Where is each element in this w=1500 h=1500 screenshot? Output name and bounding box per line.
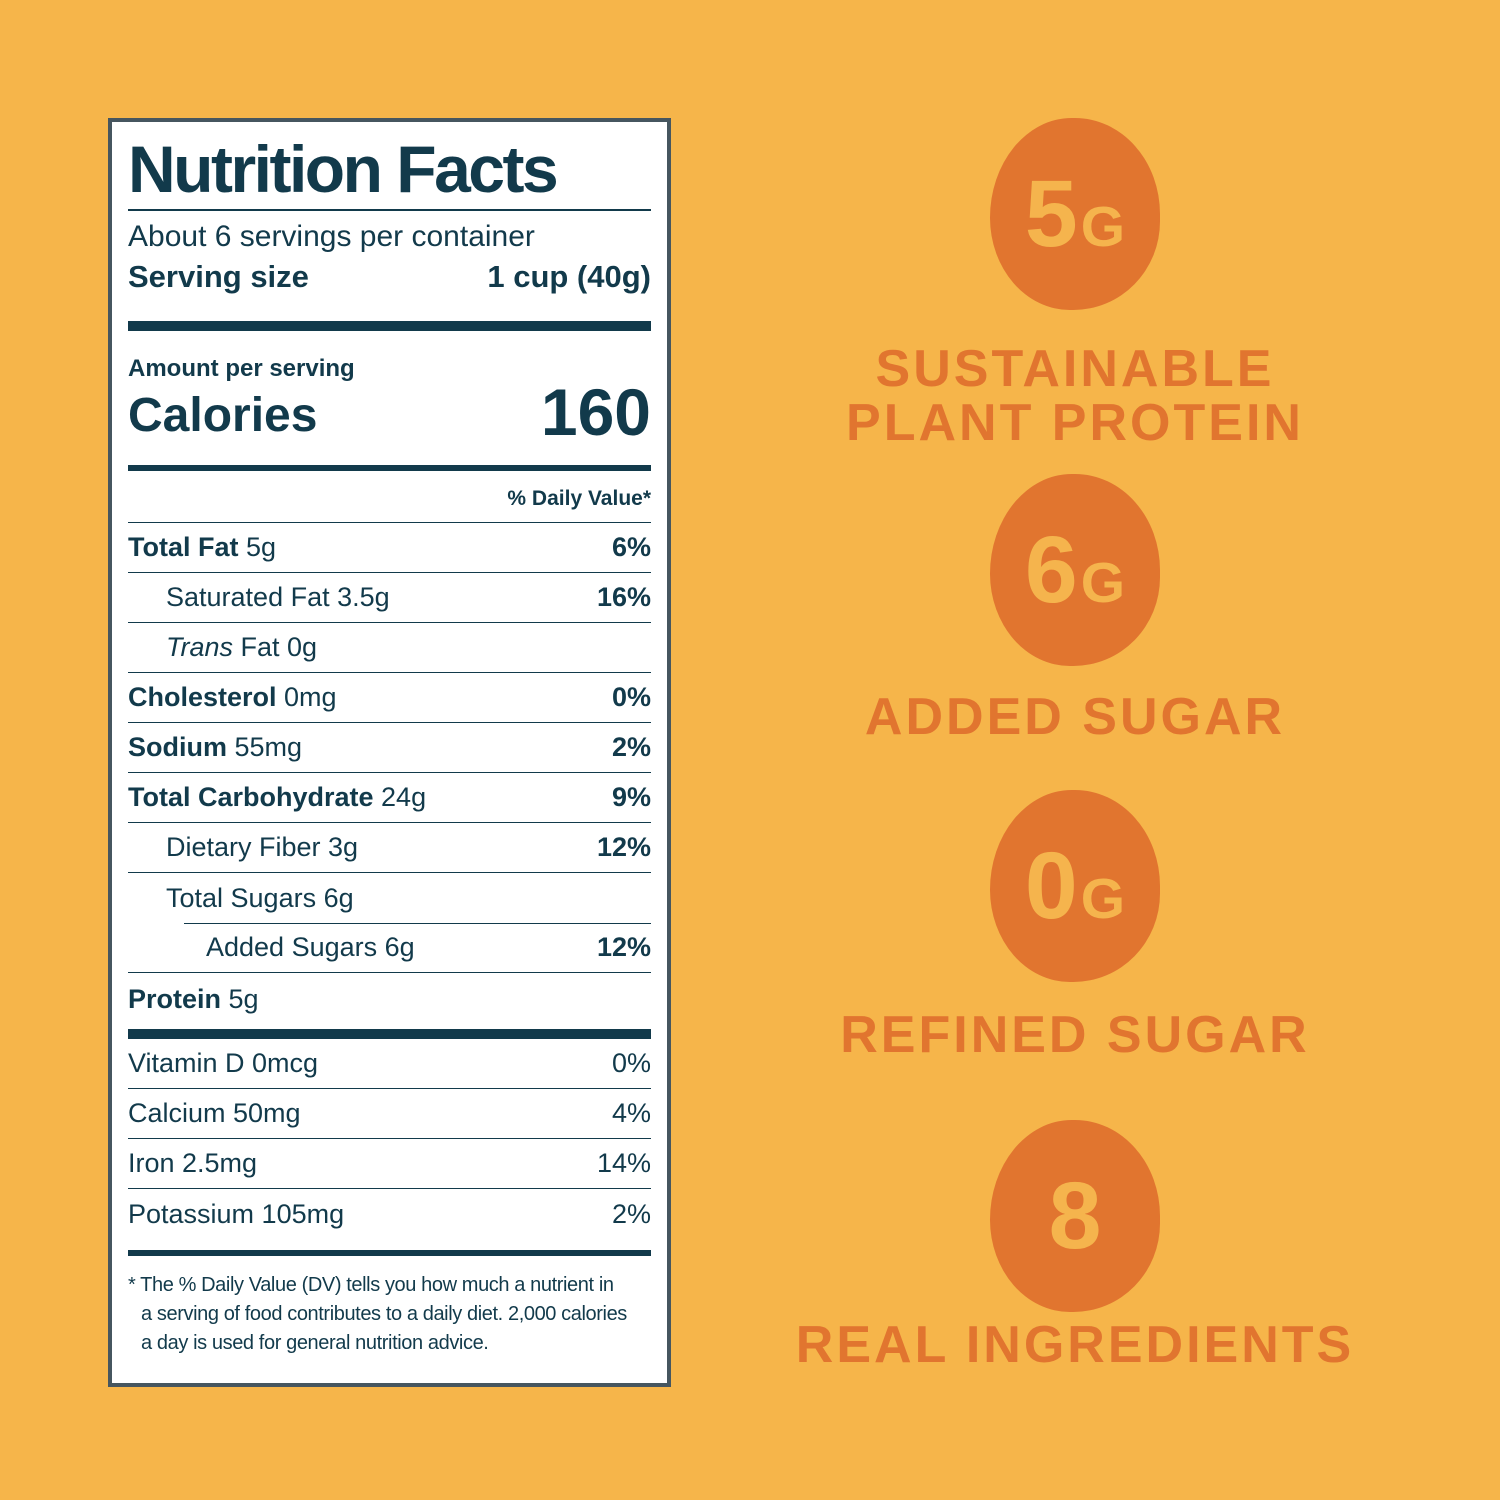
highlight-unit: G	[1080, 866, 1126, 931]
daily-value-header: % Daily Value*	[128, 471, 651, 524]
medium-divider	[128, 1250, 651, 1257]
nutrition-facts-panel: Nutrition Facts About 6 servings per con…	[108, 118, 671, 1387]
vitamin-row-vitamin-d: Vitamin D 0mcg 0%	[128, 1039, 651, 1090]
vitamin-row-calcium: Calcium 50mg 4%	[128, 1089, 651, 1140]
highlight-amount: 0	[1024, 832, 1078, 939]
highlight-caption: REFINED SUGAR	[840, 1006, 1310, 1064]
nutrition-facts-title: Nutrition Facts	[128, 132, 559, 206]
highlight-amount: 6	[1024, 516, 1078, 623]
highlight-unit: G	[1080, 550, 1126, 615]
serving-size-label: Serving size	[128, 259, 309, 294]
highlight-caption: ADDED SUGAR	[864, 688, 1286, 746]
vitamin-row-iron: Iron 2.5mg 14%	[128, 1139, 651, 1190]
daily-value-percent: 12%	[596, 832, 651, 863]
daily-value-percent: 16%	[596, 582, 651, 613]
nutrient-row-protein: Protein 5g	[128, 983, 259, 1014]
serving-size-value: 1 cup (40g)	[487, 259, 651, 294]
thick-divider	[128, 1029, 651, 1040]
thick-divider	[128, 321, 651, 332]
daily-value-percent: 2%	[611, 732, 651, 763]
daily-value-percent: 12%	[596, 932, 651, 963]
highlight-amount: 8	[1048, 1162, 1102, 1269]
highlight-circle-icon: 5 G	[990, 118, 1160, 310]
highlight-circle-icon: 6 G	[989, 474, 1160, 666]
calories-value: 160	[540, 375, 651, 450]
title-divider	[128, 209, 651, 211]
nutrient-rows: Total Fat 5g 6% Saturated Fat 3.5g 16% T…	[128, 523, 651, 1025]
daily-value-footnote: * The % Daily Value (DV) tells you how m…	[128, 1274, 627, 1355]
highlight-unit: G	[1080, 194, 1126, 259]
nutrient-row-trans-fat: Trans Fat 0g	[128, 623, 651, 674]
nutrient-row-cholesterol: Cholesterol 0mg 0%	[128, 673, 651, 724]
vitamin-rows: Vitamin D 0mcg 0% Calcium 50mg 4% Iron 2…	[128, 1039, 651, 1239]
amount-per-serving-label: Amount per serving	[128, 355, 355, 383]
highlight-amount: 5	[1024, 160, 1078, 267]
daily-value-percent: 0%	[611, 1048, 651, 1079]
nutrient-row-total-fat: Total Fat 5g 6%	[128, 523, 651, 574]
nutrition-highlights: 5 G SUSTAINABLE PLANT PROTEIN 6 G ADDED …	[775, 118, 1375, 1372]
daily-value-percent: 14%	[596, 1148, 651, 1179]
highlight-plant-protein: 5 G SUSTAINABLE PLANT PROTEIN	[846, 118, 1304, 450]
daily-value-percent: 9%	[611, 782, 651, 813]
daily-value-percent: 2%	[611, 1198, 651, 1229]
daily-value-percent: 0%	[611, 682, 651, 713]
highlight-circle-icon: 8	[990, 1120, 1160, 1312]
vitamin-row-potassium: Potassium 105mg 2%	[128, 1198, 651, 1229]
highlight-real-ingredients: 8 REAL INGREDIENTS	[796, 1120, 1354, 1372]
calories-row: Calories 160	[128, 375, 651, 450]
nutrient-row-total-sugars: Total Sugars 6g	[166, 882, 354, 913]
highlight-circle-icon: 0 G	[989, 790, 1160, 982]
servings-per-container: About 6 servings per container	[128, 220, 535, 253]
daily-value-percent: 4%	[611, 1098, 651, 1129]
serving-size-row: Serving size 1 cup (40g)	[128, 259, 651, 294]
highlight-refined-sugar: 0 G REFINED SUGAR	[840, 790, 1309, 1062]
medium-divider	[128, 465, 651, 472]
nutrient-row-sodium: Sodium 55mg 2%	[128, 723, 651, 774]
daily-value-percent: 6%	[611, 532, 651, 563]
highlight-caption: REAL INGREDIENTS	[795, 1316, 1355, 1374]
nutrient-row-dietary-fiber: Dietary Fiber 3g 12%	[128, 823, 651, 874]
nutrient-row-saturated-fat: Saturated Fat 3.5g 16%	[128, 573, 651, 624]
calories-label: Calories	[128, 388, 318, 442]
nutrient-row-total-carbohydrate: Total Carbohydrate 24g 9%	[128, 773, 651, 824]
highlight-caption: SUSTAINABLE PLANT PROTEIN	[846, 340, 1304, 452]
nutrient-row-added-sugars: Added Sugars 6g 12%	[128, 923, 651, 974]
highlight-added-sugar: 6 G ADDED SUGAR	[865, 474, 1285, 744]
